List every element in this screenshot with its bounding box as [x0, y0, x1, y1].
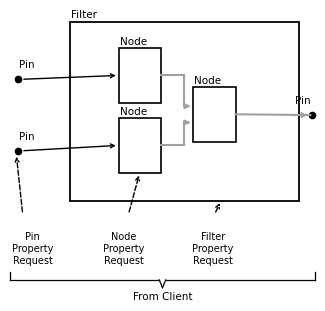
Text: Node: Node: [120, 107, 147, 117]
Text: Filter: Filter: [72, 10, 98, 20]
Text: Pin: Pin: [20, 60, 35, 70]
Text: From Client: From Client: [133, 292, 192, 302]
Bar: [193, 87, 236, 142]
Bar: [119, 118, 161, 173]
Bar: [119, 48, 161, 103]
Text: Filter
Property
Request: Filter Property Request: [192, 232, 234, 266]
Text: Node: Node: [120, 37, 147, 47]
Text: Node
Property
Request: Node Property Request: [103, 232, 144, 266]
Text: Pin: Pin: [20, 132, 35, 142]
Bar: [70, 22, 299, 201]
Text: Pin: Pin: [295, 96, 310, 106]
Text: Node: Node: [194, 76, 221, 86]
Text: Pin
Property
Request: Pin Property Request: [12, 232, 53, 266]
